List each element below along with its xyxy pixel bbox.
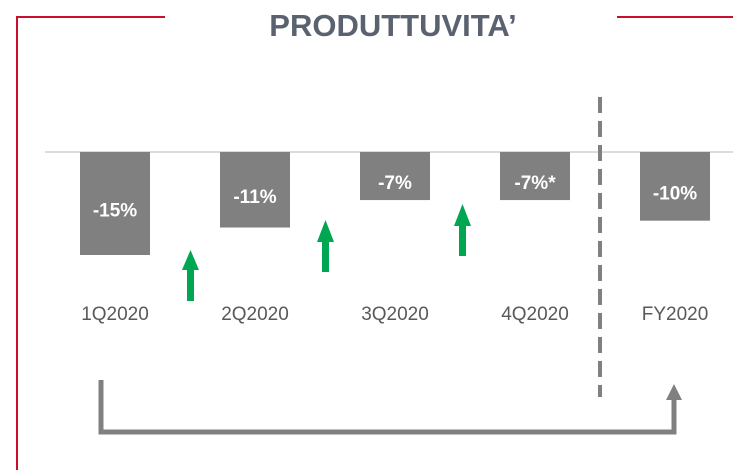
arrow-shaft [187, 268, 194, 301]
arrow-head [454, 204, 471, 226]
arrow-shaft [459, 224, 466, 256]
value-label: -7% [378, 173, 412, 194]
value-label: -10% [653, 183, 697, 204]
value-label: -7%* [514, 173, 556, 194]
arrow-head [317, 220, 334, 242]
bracket [98, 380, 677, 435]
category-label: 1Q2020 [81, 304, 149, 325]
value-label: -15% [93, 201, 137, 222]
bar [220, 152, 290, 228]
bar [640, 152, 710, 221]
bar [500, 152, 570, 201]
bracket-head [666, 384, 682, 400]
arrow-head [182, 250, 199, 270]
category-label: 2Q2020 [221, 304, 289, 325]
category-label: FY2020 [642, 304, 709, 325]
bar [360, 152, 430, 201]
category-label: 3Q2020 [361, 304, 429, 325]
value-label: -11% [233, 187, 276, 208]
category-label: 4Q2020 [501, 304, 569, 325]
bar [80, 152, 150, 255]
arrow-shaft [322, 240, 329, 272]
arrows [182, 204, 471, 301]
chart-title: PRODUTTUVITA’ [269, 8, 516, 43]
